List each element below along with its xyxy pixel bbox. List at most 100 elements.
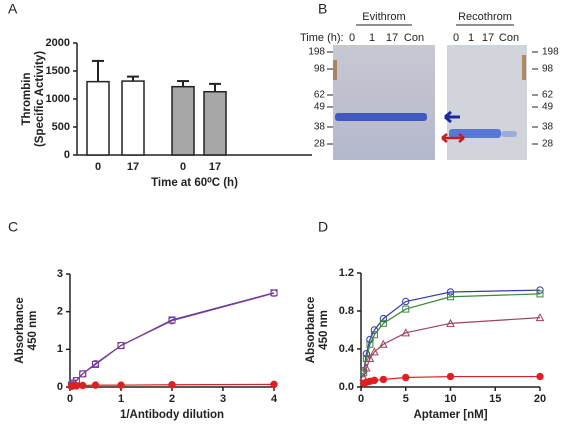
bar	[121, 80, 145, 156]
gel-left	[333, 45, 435, 160]
gel-group: Evithrom	[362, 11, 405, 23]
point	[270, 380, 278, 389]
panel-label: C	[8, 219, 18, 235]
marker-label: 38	[542, 122, 554, 133]
x-tick-label: 3	[220, 393, 226, 405]
point	[379, 319, 387, 327]
point	[168, 317, 176, 325]
point	[446, 288, 455, 296]
y-tick-label: 2000	[46, 37, 70, 49]
x-tick-label: 0	[95, 161, 101, 173]
arrow	[441, 133, 465, 143]
point	[370, 376, 379, 385]
lane-label: 0	[349, 32, 355, 44]
y-tick-label: 0.0	[339, 381, 354, 393]
x-tick-label: 0	[67, 393, 73, 405]
time-label: Time (h):	[300, 32, 344, 44]
marker-label: 49	[314, 102, 326, 113]
y-tick-label: 0	[57, 381, 63, 393]
marker-label: 38	[314, 122, 326, 133]
x-tick-label: 1	[118, 393, 124, 405]
point	[536, 290, 544, 298]
x-tick-label: 15	[489, 393, 501, 405]
panel-label: B	[318, 1, 327, 17]
marker-label: 98	[542, 64, 554, 75]
x-tick-label: 4	[271, 393, 278, 405]
x-tick-label: 2	[169, 393, 175, 405]
gel-right	[447, 45, 527, 160]
lane-label: 17	[482, 32, 494, 44]
lane-label: Con	[499, 32, 519, 44]
point	[79, 370, 87, 378]
x-tick-label: 10	[444, 393, 456, 405]
y-tick-label: 1.2	[339, 267, 354, 279]
marker-label: 62	[542, 90, 554, 101]
marker-label: 198	[308, 47, 325, 58]
point	[535, 313, 545, 322]
y-tick-label: 1	[57, 343, 63, 355]
point	[72, 382, 81, 390]
series-line	[363, 293, 541, 373]
lane-label: 0	[453, 32, 459, 44]
x-tick-label: 0	[180, 161, 186, 173]
y-tick-label: 2	[57, 306, 63, 318]
y-axis-label: Absorbance	[305, 297, 317, 363]
point	[366, 340, 374, 348]
y-tick-label: 0	[64, 149, 70, 161]
x-axis-label: Aptamer [nM]	[413, 409, 487, 421]
y-tick-label: 1000	[46, 93, 70, 105]
point	[402, 373, 410, 382]
point	[370, 347, 379, 356]
point	[366, 335, 374, 344]
point	[446, 372, 455, 381]
y-tick-label: 0.4	[339, 343, 355, 355]
marker-label: 28	[542, 139, 554, 150]
x-axis-label: 1/Antibody dilution	[120, 409, 224, 421]
point	[168, 381, 176, 389]
bar	[171, 85, 195, 156]
x-tick-label: 5	[403, 393, 409, 405]
point	[379, 314, 388, 323]
lane-label: Con	[404, 32, 424, 44]
y-axis-label: Absorbance	[14, 297, 26, 363]
arrow	[444, 110, 460, 124]
lane-label: 1	[369, 32, 375, 44]
x-tick-label: 20	[534, 393, 546, 405]
gel-group: Recothrom	[458, 11, 512, 23]
series-line	[71, 292, 275, 386]
ladder	[333, 60, 337, 80]
marker-label: 198	[542, 47, 559, 58]
point	[536, 372, 544, 381]
gel-band	[335, 113, 427, 121]
y-axis-label: 450 nm	[318, 310, 330, 350]
y-tick-label: 3	[57, 268, 63, 280]
series-line	[71, 292, 275, 386]
marker-label: 49	[542, 102, 554, 113]
marker-label: 98	[314, 64, 326, 75]
y-axis-label: (Specific Activity)	[34, 51, 46, 147]
point	[270, 289, 278, 297]
point	[91, 359, 100, 368]
lane-label: 1	[468, 32, 474, 44]
bar	[203, 90, 227, 156]
point	[536, 286, 544, 294]
y-axis-label: 450 nm	[27, 311, 39, 351]
point	[79, 381, 87, 390]
x-tick-label: 17	[209, 161, 221, 173]
point	[447, 293, 454, 301]
x-tick-label: 17	[127, 161, 139, 173]
point	[379, 339, 388, 348]
gel-band	[449, 129, 501, 138]
point	[401, 328, 411, 337]
y-axis-label: Thrombin	[21, 72, 33, 125]
point	[117, 381, 125, 389]
x-tick-label: 0	[358, 393, 364, 405]
panel-label: A	[8, 1, 18, 17]
panel-label: D	[318, 219, 328, 235]
point	[117, 341, 125, 350]
marker-label: 28	[314, 139, 326, 150]
ladder	[522, 55, 526, 80]
y-tick-label: 0.8	[339, 305, 354, 317]
marker-label: 62	[314, 90, 326, 101]
